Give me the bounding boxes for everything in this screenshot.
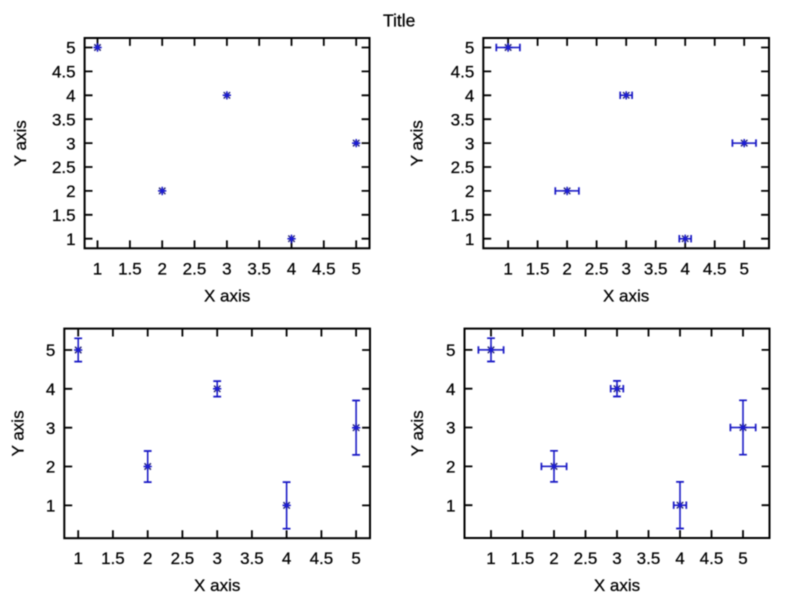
svg-text:3.5: 3.5 bbox=[240, 549, 264, 568]
svg-text:5: 5 bbox=[738, 549, 747, 568]
svg-text:5: 5 bbox=[66, 39, 75, 58]
svg-text:2: 2 bbox=[66, 182, 75, 201]
svg-text:4.5: 4.5 bbox=[451, 63, 475, 82]
svg-text:Y axis: Y axis bbox=[408, 120, 427, 166]
svg-text:1: 1 bbox=[66, 230, 75, 249]
svg-text:1.5: 1.5 bbox=[526, 259, 550, 278]
svg-text:3.5: 3.5 bbox=[52, 110, 76, 129]
svg-text:2.5: 2.5 bbox=[171, 549, 195, 568]
svg-text:2.5: 2.5 bbox=[183, 259, 207, 278]
svg-text:3: 3 bbox=[212, 549, 221, 568]
svg-text:1: 1 bbox=[46, 497, 55, 516]
svg-text:3: 3 bbox=[465, 134, 474, 153]
svg-text:3.5: 3.5 bbox=[247, 259, 271, 278]
svg-text:X axis: X axis bbox=[594, 576, 640, 595]
svg-text:Y axis: Y axis bbox=[408, 410, 427, 456]
svg-text:3.5: 3.5 bbox=[637, 549, 661, 568]
svg-text:4: 4 bbox=[46, 380, 55, 399]
svg-text:1: 1 bbox=[486, 549, 495, 568]
svg-text:2: 2 bbox=[465, 182, 474, 201]
svg-text:4: 4 bbox=[465, 87, 474, 106]
svg-text:4: 4 bbox=[675, 549, 684, 568]
svg-text:4.5: 4.5 bbox=[310, 549, 334, 568]
svg-text:4.5: 4.5 bbox=[52, 63, 76, 82]
svg-text:2.5: 2.5 bbox=[52, 158, 76, 177]
svg-text:2.5: 2.5 bbox=[585, 259, 609, 278]
svg-text:3: 3 bbox=[66, 134, 75, 153]
svg-text:1.5: 1.5 bbox=[451, 206, 475, 225]
svg-text:2: 2 bbox=[446, 458, 455, 477]
svg-text:4: 4 bbox=[680, 259, 689, 278]
svg-text:2: 2 bbox=[562, 259, 571, 278]
svg-text:X axis: X axis bbox=[603, 286, 649, 305]
svg-text:3: 3 bbox=[222, 259, 231, 278]
svg-text:1.5: 1.5 bbox=[101, 549, 125, 568]
svg-text:4.5: 4.5 bbox=[703, 259, 727, 278]
svg-text:X axis: X axis bbox=[194, 576, 240, 595]
svg-text:1.5: 1.5 bbox=[52, 206, 76, 225]
svg-text:Y axis: Y axis bbox=[9, 410, 28, 456]
svg-text:4: 4 bbox=[446, 380, 455, 399]
svg-text:1: 1 bbox=[446, 496, 455, 515]
svg-text:4: 4 bbox=[287, 259, 296, 278]
svg-text:1: 1 bbox=[93, 259, 102, 278]
svg-text:3.5: 3.5 bbox=[644, 259, 668, 278]
svg-text:1: 1 bbox=[503, 259, 512, 278]
svg-text:5: 5 bbox=[465, 39, 474, 58]
svg-text:4.5: 4.5 bbox=[700, 549, 724, 568]
svg-text:5: 5 bbox=[446, 341, 455, 360]
svg-text:1: 1 bbox=[465, 230, 474, 249]
svg-text:3.5: 3.5 bbox=[451, 110, 475, 129]
svg-text:4.5: 4.5 bbox=[312, 259, 336, 278]
svg-text:5: 5 bbox=[351, 549, 360, 568]
svg-text:5: 5 bbox=[739, 259, 748, 278]
svg-text:5: 5 bbox=[351, 259, 360, 278]
svg-text:X axis: X axis bbox=[204, 286, 250, 305]
svg-text:2: 2 bbox=[143, 549, 152, 568]
svg-text:2: 2 bbox=[549, 549, 558, 568]
svg-text:1: 1 bbox=[73, 549, 82, 568]
svg-text:2: 2 bbox=[157, 259, 166, 278]
svg-text:4: 4 bbox=[66, 87, 75, 106]
svg-text:Title: Title bbox=[383, 11, 415, 31]
svg-text:3: 3 bbox=[621, 259, 630, 278]
svg-text:1.5: 1.5 bbox=[511, 549, 535, 568]
svg-text:1.5: 1.5 bbox=[118, 259, 142, 278]
svg-text:2.5: 2.5 bbox=[574, 549, 598, 568]
svg-text:3: 3 bbox=[446, 419, 455, 438]
svg-text:2.5: 2.5 bbox=[451, 158, 475, 177]
svg-text:3: 3 bbox=[46, 419, 55, 438]
svg-text:3: 3 bbox=[612, 549, 621, 568]
svg-text:4: 4 bbox=[282, 549, 291, 568]
svg-text:Y axis: Y axis bbox=[11, 120, 30, 166]
svg-text:5: 5 bbox=[46, 341, 55, 360]
svg-text:2: 2 bbox=[46, 458, 55, 477]
